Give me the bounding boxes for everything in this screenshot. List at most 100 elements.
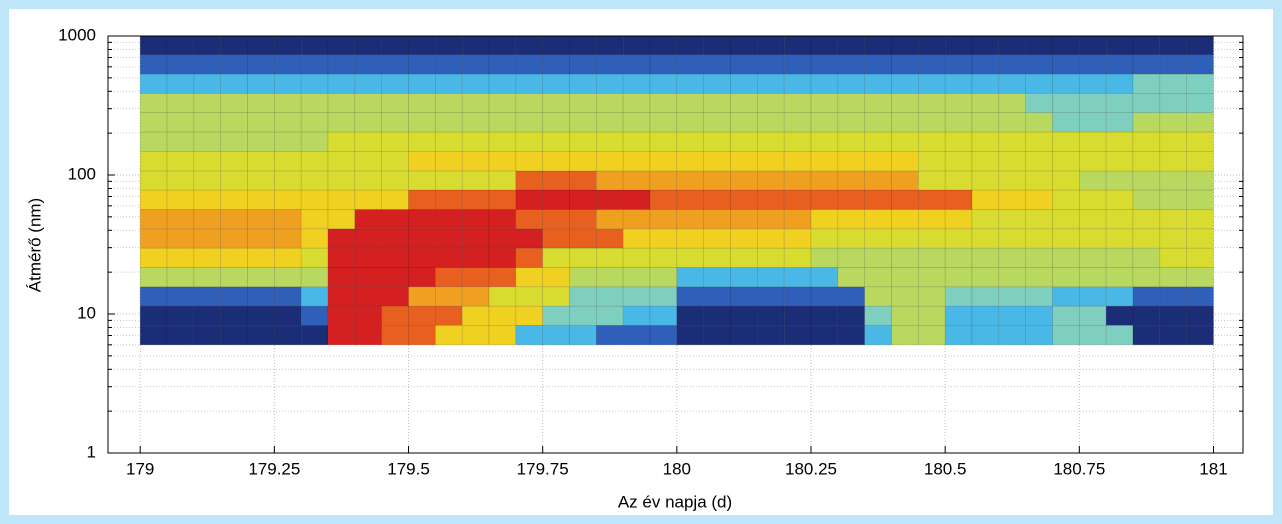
heatmap-cell — [166, 54, 195, 75]
heatmap-cell — [891, 54, 919, 75]
heatmap-cell — [247, 247, 275, 268]
heatmap-cell — [542, 131, 570, 152]
heatmap-cell — [220, 209, 248, 230]
heatmap-cell — [1159, 170, 1187, 191]
heatmap-cell — [1052, 131, 1080, 152]
heatmap-cell — [918, 324, 946, 346]
heatmap-cell — [703, 170, 731, 191]
heatmap-cell — [139, 112, 168, 133]
heatmap-cell — [542, 93, 570, 113]
heatmap-cell — [596, 247, 624, 268]
heatmap-cell — [649, 112, 678, 133]
heatmap-cell — [1052, 267, 1080, 288]
heatmap-cell — [596, 209, 624, 230]
heatmap-cell — [220, 112, 248, 133]
heatmap-cell — [408, 324, 436, 346]
heatmap-cell — [300, 54, 329, 75]
heatmap-cell — [327, 54, 356, 75]
heatmap-cell — [1052, 209, 1080, 230]
heatmap-cell — [622, 305, 651, 326]
heatmap-cell — [649, 267, 678, 288]
heatmap-cell — [193, 324, 221, 346]
heatmap-cell — [998, 151, 1026, 172]
heatmap-cell — [327, 112, 356, 133]
heatmap-cell — [569, 151, 597, 172]
heatmap-cell — [864, 131, 892, 152]
heatmap-cell — [1025, 228, 1053, 249]
heatmap-cell — [757, 151, 785, 172]
heatmap-cell — [676, 112, 704, 133]
heatmap-cell — [891, 286, 919, 307]
heatmap-cell — [622, 189, 651, 210]
heatmap-cell — [837, 267, 865, 288]
heatmap-cell — [810, 54, 839, 75]
heatmap-cell — [408, 247, 436, 268]
heatmap-cell — [891, 267, 919, 288]
heatmap-cell — [1105, 286, 1134, 307]
heatmap-cell — [569, 209, 597, 230]
heatmap-cell — [1132, 247, 1161, 268]
heatmap-cell — [247, 286, 275, 307]
heatmap-cell — [220, 189, 248, 210]
heatmap-cell — [274, 73, 302, 94]
heatmap-cell — [220, 131, 248, 152]
heatmap-cell — [918, 286, 946, 307]
heatmap-cell — [274, 267, 302, 288]
heatmap-cell — [220, 305, 248, 326]
heatmap-cell — [354, 324, 382, 346]
heatmap-cell — [1052, 170, 1080, 191]
heatmap-cell — [1079, 112, 1107, 133]
heatmap-cell — [220, 286, 248, 307]
heatmap-cell — [783, 54, 812, 75]
heatmap-cell — [461, 112, 490, 133]
heatmap-cell — [354, 54, 382, 75]
heatmap-cell — [274, 151, 302, 172]
heatmap-cell — [918, 247, 946, 268]
y-axis-label: Átmérő (nm) — [25, 198, 44, 292]
x-tick-label: 180 — [663, 459, 691, 478]
heatmap-cell — [1159, 247, 1187, 268]
heatmap-cell — [1052, 286, 1080, 307]
heatmap-cell — [783, 93, 812, 113]
heatmap-cell — [354, 189, 382, 210]
heatmap-cell — [488, 247, 517, 268]
heatmap-cell — [515, 247, 543, 268]
heatmap-cell — [971, 305, 1000, 326]
heatmap-cell — [810, 228, 839, 249]
heatmap-cell — [1132, 131, 1161, 152]
heatmap-cell — [435, 73, 463, 94]
heatmap-cell — [1186, 189, 1214, 210]
heatmap-cell — [622, 54, 651, 75]
heatmap-cell — [1132, 324, 1161, 346]
heatmap-cell — [435, 267, 463, 288]
heatmap-cell — [515, 54, 543, 75]
heatmap-cell — [596, 54, 624, 75]
heatmap-cell — [891, 189, 919, 210]
heatmap-cell — [676, 209, 704, 230]
heatmap-cell — [327, 209, 356, 230]
heatmap-cell — [461, 35, 490, 55]
heatmap-cell — [139, 170, 168, 191]
heatmap-cell — [1159, 35, 1187, 55]
heatmap-cell — [300, 189, 329, 210]
heatmap-cell — [1159, 209, 1187, 230]
heatmap-cell — [1159, 93, 1187, 113]
x-tick-label: 179.75 — [517, 459, 569, 478]
heatmap-cell — [998, 131, 1026, 152]
heatmap-cell — [837, 54, 865, 75]
heatmap-cell — [354, 131, 382, 152]
heatmap-cell — [327, 247, 356, 268]
heatmap-cell — [542, 305, 570, 326]
heatmap-cell — [569, 131, 597, 152]
heatmap-cell — [676, 151, 704, 172]
heatmap-cell — [461, 247, 490, 268]
heatmap-cell — [247, 151, 275, 172]
heatmap-cell — [1079, 151, 1107, 172]
heatmap-cell — [891, 93, 919, 113]
heatmap-cell — [542, 228, 570, 249]
heatmap-cell — [1025, 324, 1053, 346]
heatmap-cell — [1186, 286, 1214, 307]
heatmap-cell — [435, 35, 463, 55]
heatmap-cell — [461, 324, 490, 346]
